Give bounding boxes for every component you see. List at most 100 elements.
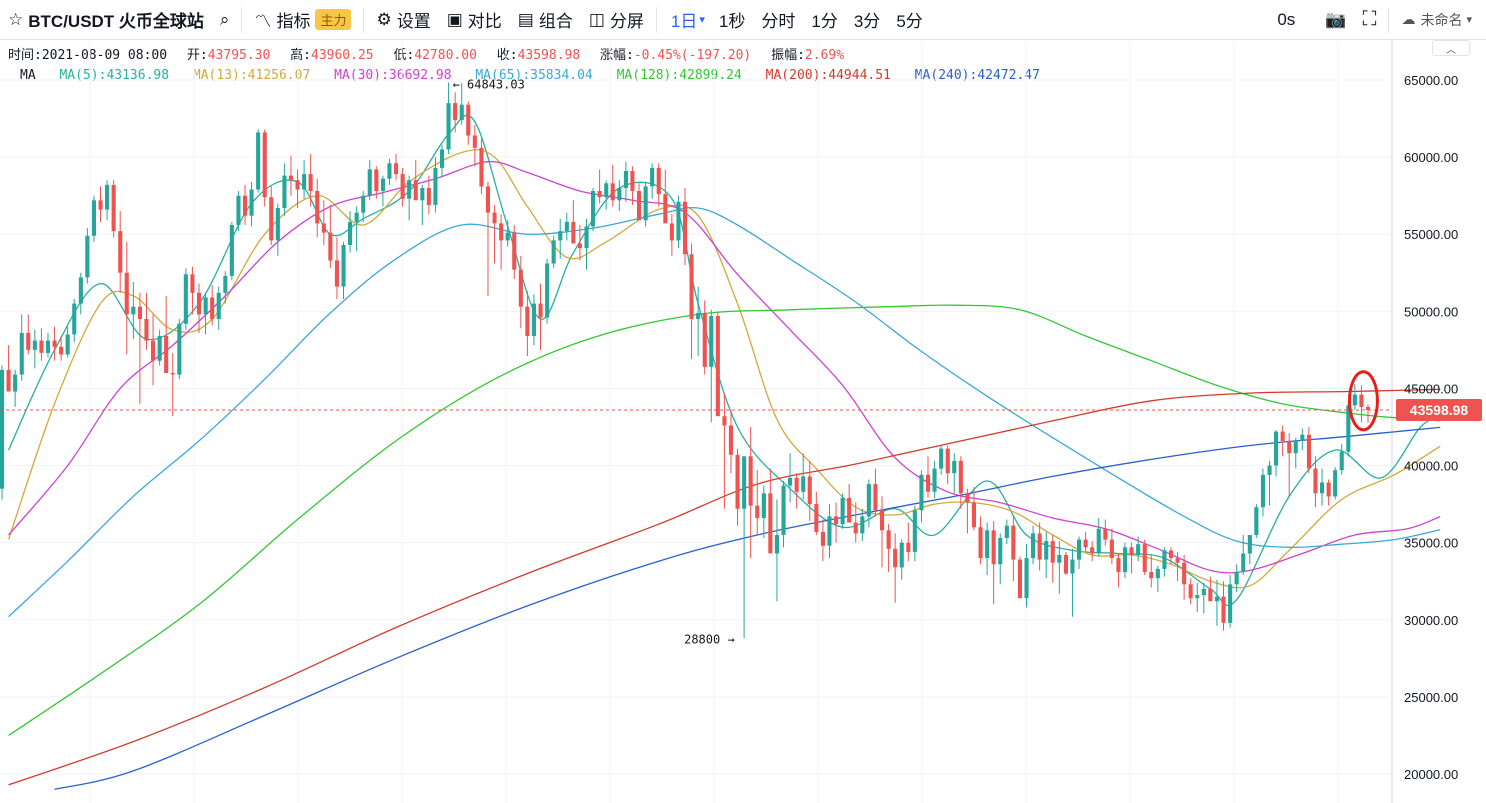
- indicator-icon: 〽: [254, 12, 272, 31]
- y-tick-label: 40000.00: [1404, 459, 1458, 474]
- candle: [1155, 565, 1160, 593]
- fullscreen-button[interactable]: ⛶: [1354, 0, 1384, 40]
- candle: [755, 470, 760, 535]
- candle: [361, 191, 366, 222]
- candle: [761, 485, 766, 539]
- ma-line-ma128: [8, 304, 1441, 736]
- candle: [906, 522, 911, 562]
- candle: [78, 272, 83, 315]
- candle: [1142, 539, 1147, 576]
- candle: [952, 453, 957, 494]
- timeframe-1d[interactable]: 1日: [670, 12, 698, 31]
- ma-legend-item-13: MA(13):41256.07: [192, 68, 311, 83]
- timeframe-3m[interactable]: 3分: [853, 12, 881, 31]
- candle: [1300, 428, 1305, 451]
- candle: [1063, 551, 1068, 576]
- split-button[interactable]: ◫ 分屏: [581, 0, 652, 40]
- top-toolbar: ☆ BTC/USDT 火币全球站 ⌕ 〽 指标 主力 ⚙ 设置 ▣ 对比 ▤ 组…: [0, 0, 1486, 40]
- y-tick-label: 65000.00: [1404, 73, 1458, 88]
- indicators-button[interactable]: 〽 指标 主力: [246, 0, 359, 40]
- candle: [525, 291, 530, 357]
- candle: [229, 221, 234, 281]
- candle: [1287, 433, 1292, 497]
- ma-legend-title[interactable]: MA: [20, 68, 36, 83]
- search-button[interactable]: ⌕: [212, 0, 238, 40]
- candle: [249, 181, 254, 227]
- candle: [564, 212, 569, 241]
- candle: [866, 479, 871, 528]
- candle: [847, 484, 852, 523]
- combo-button[interactable]: ▤ 组合: [510, 0, 581, 40]
- candle: [177, 319, 182, 380]
- candle: [459, 83, 464, 125]
- candle: [604, 180, 609, 210]
- candle: [216, 286, 221, 330]
- cloud-icon: ☁: [1401, 11, 1416, 27]
- settings-label: 设置: [396, 12, 431, 31]
- candle: [840, 493, 845, 529]
- candle: [991, 521, 996, 605]
- candle: [1011, 514, 1016, 582]
- candle: [288, 155, 293, 196]
- candle: [958, 456, 963, 509]
- countdown: 0s: [1277, 9, 1296, 29]
- candle: [939, 445, 944, 475]
- candle: [1260, 468, 1265, 517]
- settings-button[interactable]: ⚙ 设置: [368, 0, 438, 40]
- close-value: 43598.98: [517, 48, 581, 63]
- candle: [440, 144, 445, 178]
- candle: [1162, 547, 1167, 577]
- candle: [1352, 383, 1357, 411]
- timeframe-tick[interactable]: 分时: [761, 12, 796, 31]
- candle: [696, 286, 701, 357]
- timeframe-5m[interactable]: 5分: [896, 12, 923, 31]
- candle: [1247, 535, 1252, 565]
- candlestick-chart[interactable]: 20000.00 25000.00 30000.00 35000.00 40000.00…: [0, 41, 1486, 803]
- candle: [689, 243, 694, 360]
- ohlc-info: 时间:2021-08-09 08:00 开:43795.30 高:43960.2…: [8, 44, 856, 63]
- candle: [1208, 576, 1213, 602]
- candle: [807, 460, 812, 522]
- candle: [446, 82, 451, 155]
- candle: [643, 181, 648, 227]
- star-icon[interactable]: ☆: [8, 9, 24, 29]
- candle: [623, 161, 628, 202]
- candle: [1129, 542, 1134, 574]
- compare-button[interactable]: ▣ 对比: [439, 0, 510, 40]
- candle: [321, 200, 326, 246]
- candle: [151, 314, 156, 386]
- compare-icon: ▣: [446, 9, 463, 29]
- candle: [1195, 582, 1200, 613]
- candle: [1234, 564, 1239, 593]
- ma-legend[interactable]: MA MA(5):43136.98 MA(13):41256.07 MA(30)…: [20, 68, 1056, 83]
- candle: [1214, 579, 1219, 626]
- candle: [538, 283, 543, 350]
- candle: [39, 328, 44, 361]
- candle: [453, 92, 458, 133]
- candle: [597, 169, 602, 204]
- candle: [551, 235, 556, 269]
- candle: [479, 138, 484, 195]
- candle: [367, 160, 372, 201]
- candle: [676, 195, 681, 249]
- candle: [893, 533, 898, 603]
- candle: [1201, 582, 1206, 614]
- timeframe-1s[interactable]: 1秒: [718, 12, 746, 31]
- chevron-down-icon[interactable]: ▾: [699, 14, 705, 26]
- screenshot-button[interactable]: 📷: [1317, 0, 1354, 40]
- candle: [1175, 551, 1180, 582]
- collapse-panel-button[interactable]: ︿: [1432, 40, 1470, 56]
- candle: [1313, 456, 1318, 508]
- ma-line-ma5: [8, 114, 1441, 607]
- candle: [971, 487, 976, 531]
- symbol-selector[interactable]: ☆ BTC/USDT 火币全球站: [0, 0, 212, 40]
- timeframe-1m[interactable]: 1分: [811, 12, 838, 31]
- ma-legend-item-240: MA(240):42472.47: [914, 68, 1040, 83]
- candle: [722, 393, 727, 509]
- candle: [630, 166, 635, 205]
- layout-name: 未命名: [1420, 11, 1463, 28]
- candle: [256, 129, 261, 193]
- candle: [1044, 531, 1049, 579]
- candle: [6, 345, 11, 392]
- layout-menu[interactable]: ☁ 未命名 ▾: [1393, 0, 1486, 40]
